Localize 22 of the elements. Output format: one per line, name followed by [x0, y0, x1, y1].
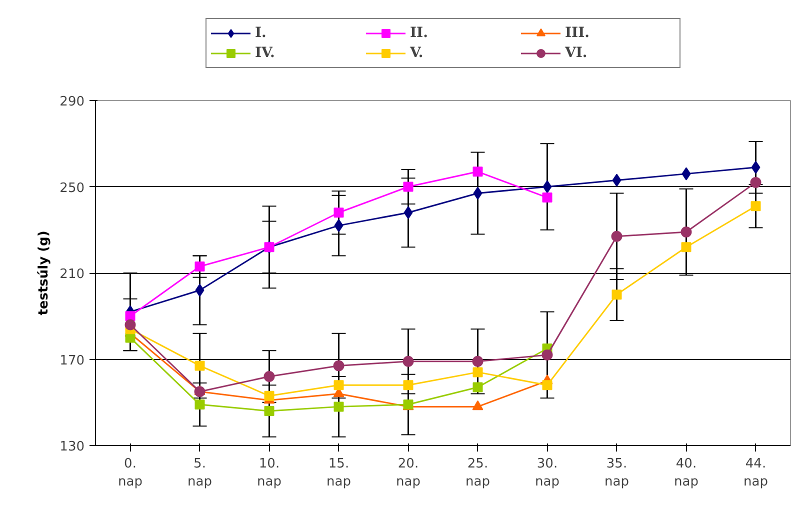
legend-label: III. — [565, 24, 591, 40]
y-tick-label: 130 — [60, 440, 85, 454]
y-tick-label: 250 — [60, 180, 85, 196]
legend-label: VI. — [565, 44, 588, 60]
x-tick-label: 10. nap — [257, 456, 282, 490]
x-tick-label: 20. nap — [396, 456, 420, 490]
x-tick-label: 15. nap — [326, 456, 351, 490]
legend-label: IV. — [255, 44, 276, 60]
y-tick-label: 290 — [60, 94, 85, 110]
x-tick-label: 30. nap — [535, 456, 560, 490]
y-tick-label: 210 — [60, 267, 85, 282]
y-axis-title: testsúly (g) — [36, 230, 52, 316]
x-tick-label: 35. nap — [604, 456, 629, 490]
legend-label: II. — [410, 24, 429, 40]
legend-label: V. — [410, 44, 424, 60]
x-tick-label: 44. nap — [744, 456, 768, 490]
x-tick-label: 25. nap — [466, 456, 490, 490]
x-tick-label: 40. nap — [674, 456, 698, 490]
x-tick-label: 0. nap — [118, 456, 142, 490]
y-tick-label: 170 — [60, 353, 85, 368]
x-tick-label: 5. nap — [188, 456, 212, 490]
legend-label: I. — [255, 24, 268, 40]
